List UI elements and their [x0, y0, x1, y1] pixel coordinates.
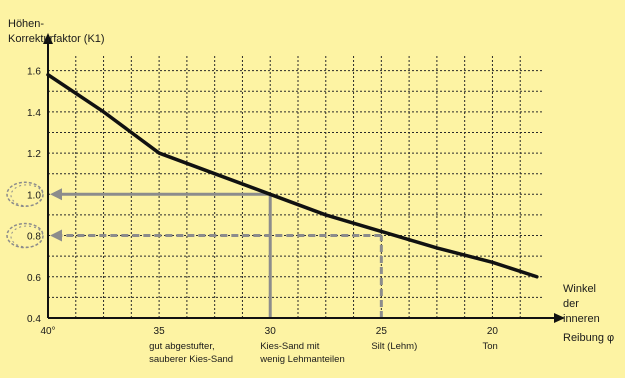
reading-highlight-ellipse-0 [6, 181, 44, 208]
soil-label-1-line-0: Kies-Sand mit [260, 341, 319, 352]
x-tick-label-1: 35 [154, 326, 166, 337]
y-tick-label-5: 1.4 [27, 108, 41, 119]
y-tick-label-3: 1.0 [27, 190, 41, 201]
soil-label-1-line-1: wenig Lehmanteilen [259, 354, 345, 365]
y-tick-labels: 0.4 0.6 0.8 1.0 1.2 1.4 1.6 [27, 67, 41, 325]
y-axis-title-line-2: Korrekturfaktor (K1) [8, 33, 105, 45]
y-axis-title-line-1: Höhen- [8, 18, 44, 30]
y-tick-label-4: 1.2 [27, 149, 41, 160]
reading-arrowhead-0 [50, 188, 62, 201]
x-axis-title-line-4: Reibung φ [563, 332, 614, 344]
x-tick-label-3: 25 [376, 326, 388, 337]
x-axis-title-line-2: der [563, 298, 579, 310]
reading-lines [6, 181, 383, 318]
y-tick-label-0: 0.4 [27, 314, 41, 325]
reading-highlight-ellipse-inner-0 [10, 184, 44, 207]
axes [43, 33, 565, 323]
y-tick-label-2: 0.8 [27, 232, 41, 243]
y-tick-label-6: 1.6 [27, 67, 41, 78]
y-axis-arrow [43, 33, 53, 44]
soil-type-labels: gut abgestufter, sauberer Kies-Sand Kies-S… [149, 341, 498, 365]
x-tick-label-4: 20 [487, 326, 499, 337]
reading-highlight-ellipse-1 [6, 222, 44, 249]
soil-label-0-line-0: gut abgestufter, [149, 341, 215, 352]
k1-curve [46, 72, 539, 279]
x-axis-title-line-3: inneren [563, 313, 600, 325]
x-axis-title-line-1: Winkel [563, 283, 596, 295]
k1-curve-line [46, 72, 539, 279]
soil-label-3-line-0: Ton [482, 341, 497, 352]
soil-label-0-line-1: sauberer Kies-Sand [149, 354, 233, 365]
x-tick-labels: 40° 35 30 25 20 [40, 326, 498, 337]
grid [48, 56, 542, 318]
x-tick-label-2: 30 [265, 326, 277, 337]
reading-highlight-ellipse-inner-1 [10, 225, 44, 248]
x-tick-label-0: 40° [40, 326, 55, 337]
reading-arrowhead-1 [50, 229, 62, 242]
soil-label-2-line-0: Silt (Lehm) [371, 341, 417, 352]
x-axis-arrow [554, 313, 565, 323]
y-tick-label-1: 0.6 [27, 273, 41, 284]
